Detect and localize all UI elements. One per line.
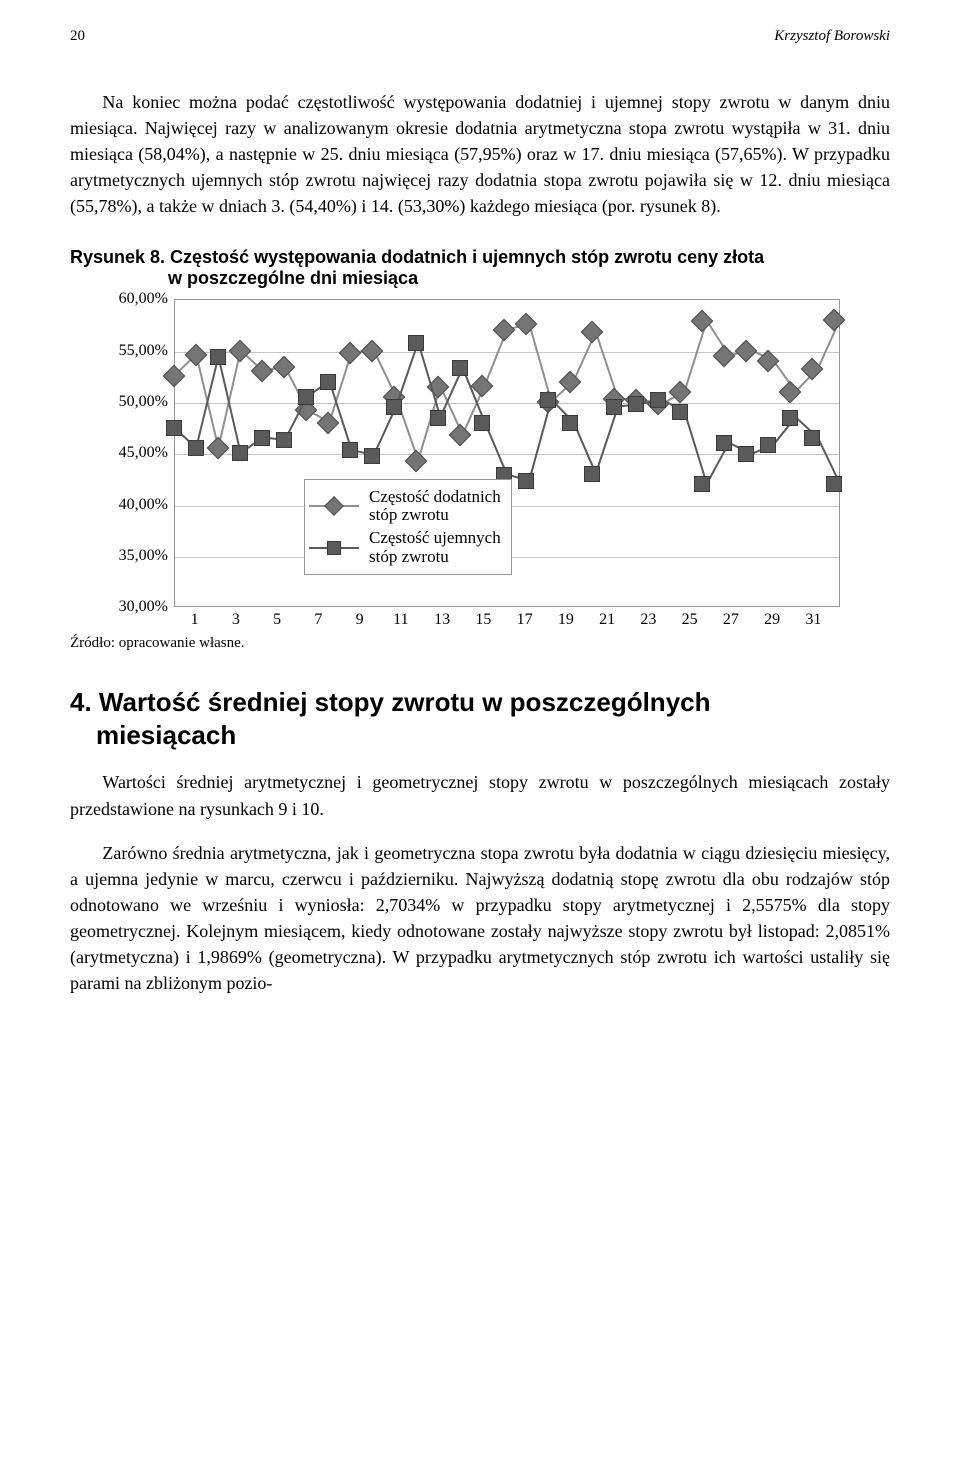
legend-label: Częstość dodatnichstóp zwrotu	[369, 488, 501, 525]
x-tick-label: 25	[669, 611, 710, 629]
marker-ujemnych	[342, 442, 358, 458]
marker-ujemnych	[716, 435, 732, 451]
paragraph-body-1: Wartości średniej arytmetycznej i geomet…	[70, 769, 890, 821]
running-header: 20 Krzysztof Borowski	[70, 28, 890, 45]
y-tick-label: 30,00%	[119, 598, 168, 616]
marker-ujemnych	[562, 415, 578, 431]
figure-caption: Rysunek 8. Częstość występowania dodatni…	[70, 247, 890, 289]
marker-ujemnych	[188, 440, 204, 456]
x-tick-label: 29	[752, 611, 793, 629]
figure-caption-line2: w poszczególne dni miesiąca	[70, 268, 890, 289]
y-tick-label: 50,00%	[119, 393, 168, 411]
legend: Częstość dodatnichstóp zwrotu Częstość uj…	[304, 479, 512, 576]
marker-ujemnych	[606, 399, 622, 415]
section-heading: 4. Wartość średniej stopy zwrotu w poszc…	[70, 686, 890, 751]
marker-ujemnych	[166, 420, 182, 436]
paragraph-intro: Na koniec można podać częstotliwość wyst…	[70, 89, 890, 219]
marker-ujemnych	[408, 335, 424, 351]
x-tick-label: 15	[463, 611, 504, 629]
marker-ujemnych	[804, 430, 820, 446]
legend-label: Częstość ujemnychstóp zwrotu	[369, 529, 501, 566]
paragraph-body-2: Zarówno średnia arytmetyczna, jak i geom…	[70, 840, 890, 997]
author-name: Krzysztof Borowski	[774, 28, 890, 45]
legend-row: Częstość dodatnichstóp zwrotu	[309, 488, 501, 525]
x-tick-label: 13	[422, 611, 463, 629]
y-tick-label: 35,00%	[119, 547, 168, 565]
x-tick-label: 23	[628, 611, 669, 629]
plot-area: Częstość dodatnichstóp zwrotu Częstość uj…	[174, 299, 840, 607]
marker-ujemnych	[782, 410, 798, 426]
marker-ujemnych	[276, 432, 292, 448]
marker-ujemnych	[584, 466, 600, 482]
source-note: Źródło: opracowanie własne.	[70, 635, 890, 652]
figure-caption-line1: Rysunek 8. Częstość występowania dodatni…	[70, 247, 764, 267]
marker-ujemnych	[386, 399, 402, 415]
x-tick-label: 19	[545, 611, 586, 629]
marker-ujemnych	[738, 446, 754, 462]
x-tick-label: 27	[710, 611, 751, 629]
y-tick-label: 55,00%	[119, 342, 168, 360]
x-tick-label: 21	[587, 611, 628, 629]
marker-ujemnych	[826, 476, 842, 492]
marker-ujemnych	[518, 473, 534, 489]
marker-ujemnych	[320, 374, 336, 390]
marker-ujemnych	[650, 392, 666, 408]
section-title-line1: 4. Wartość średniej stopy zwrotu w poszc…	[70, 687, 711, 717]
x-tick-label: 1	[174, 611, 215, 629]
marker-ujemnych	[254, 430, 270, 446]
marker-ujemnych	[298, 389, 314, 405]
marker-ujemnych	[694, 476, 710, 492]
section-title-line2: miesiącach	[70, 719, 890, 752]
marker-ujemnych	[540, 392, 556, 408]
x-axis: 135791113151719212325272931	[174, 611, 834, 629]
x-tick-label: 9	[339, 611, 380, 629]
x-tick-label: 5	[257, 611, 298, 629]
marker-ujemnych	[474, 415, 490, 431]
frequency-chart: 30,00%35,00%40,00%45,00%50,00%55,00%60,0…	[100, 299, 840, 629]
legend-row: Częstość ujemnychstóp zwrotu	[309, 529, 501, 566]
marker-ujemnych	[760, 437, 776, 453]
marker-ujemnych	[364, 448, 380, 464]
marker-ujemnych	[672, 404, 688, 420]
marker-ujemnych	[210, 349, 226, 365]
marker-ujemnych	[452, 360, 468, 376]
page-number: 20	[70, 28, 85, 45]
y-axis: 30,00%35,00%40,00%45,00%50,00%55,00%60,0…	[100, 299, 174, 607]
page: 20 Krzysztof Borowski Na koniec można po…	[0, 0, 960, 1474]
marker-ujemnych	[232, 445, 248, 461]
y-tick-label: 45,00%	[119, 444, 168, 462]
x-tick-label: 17	[504, 611, 545, 629]
y-tick-label: 40,00%	[119, 496, 168, 514]
legend-icon	[309, 540, 359, 556]
x-tick-label: 3	[215, 611, 256, 629]
marker-ujemnych	[430, 410, 446, 426]
y-tick-label: 60,00%	[119, 290, 168, 308]
x-tick-label: 31	[793, 611, 834, 629]
x-tick-label: 7	[298, 611, 339, 629]
x-tick-label: 11	[380, 611, 421, 629]
marker-ujemnych	[628, 396, 644, 412]
legend-icon	[309, 498, 359, 514]
